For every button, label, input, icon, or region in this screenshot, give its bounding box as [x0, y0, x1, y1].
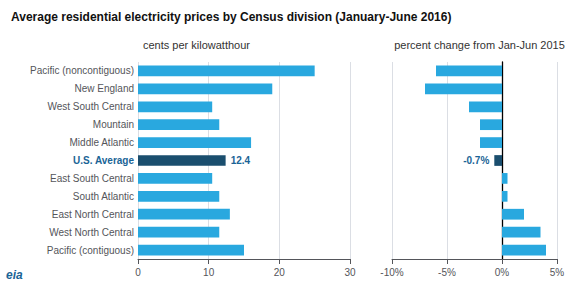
svg-text:12.4: 12.4 [231, 155, 251, 166]
svg-text:cents per kilowatthour: cents per kilowatthour [143, 39, 250, 51]
svg-text:20: 20 [274, 267, 286, 278]
svg-text:East North Central: East North Central [52, 209, 134, 220]
svg-text:eia: eia [6, 268, 23, 282]
svg-text:U.S. Average: U.S. Average [73, 155, 134, 166]
svg-text:New England: New England [75, 83, 134, 94]
svg-text:5%: 5% [550, 267, 565, 278]
svg-text:-10%: -10% [380, 267, 403, 278]
svg-text:-0.7%: -0.7% [463, 155, 489, 166]
svg-text:West North Central: West North Central [49, 227, 134, 238]
svg-text:Pacific (noncontiguous): Pacific (noncontiguous) [30, 65, 134, 76]
svg-text:Pacific (contiguous): Pacific (contiguous) [47, 245, 134, 256]
svg-text:West South Central: West South Central [47, 101, 134, 112]
svg-text:0: 0 [135, 267, 141, 278]
svg-text:0%: 0% [495, 267, 510, 278]
svg-text:-5%: -5% [438, 267, 456, 278]
svg-text:30: 30 [344, 267, 356, 278]
svg-text:East South Central: East South Central [50, 173, 134, 184]
svg-text:Mountain: Mountain [93, 119, 134, 130]
svg-text:percent change from Jan-Jun 20: percent change from Jan-Jun 2015 [394, 39, 565, 51]
svg-text:Middle Atlantic: Middle Atlantic [70, 137, 134, 148]
svg-text:Average residential electricit: Average residential electricity prices b… [11, 10, 451, 24]
svg-text:10: 10 [203, 267, 215, 278]
svg-text:South Atlantic: South Atlantic [73, 191, 134, 202]
